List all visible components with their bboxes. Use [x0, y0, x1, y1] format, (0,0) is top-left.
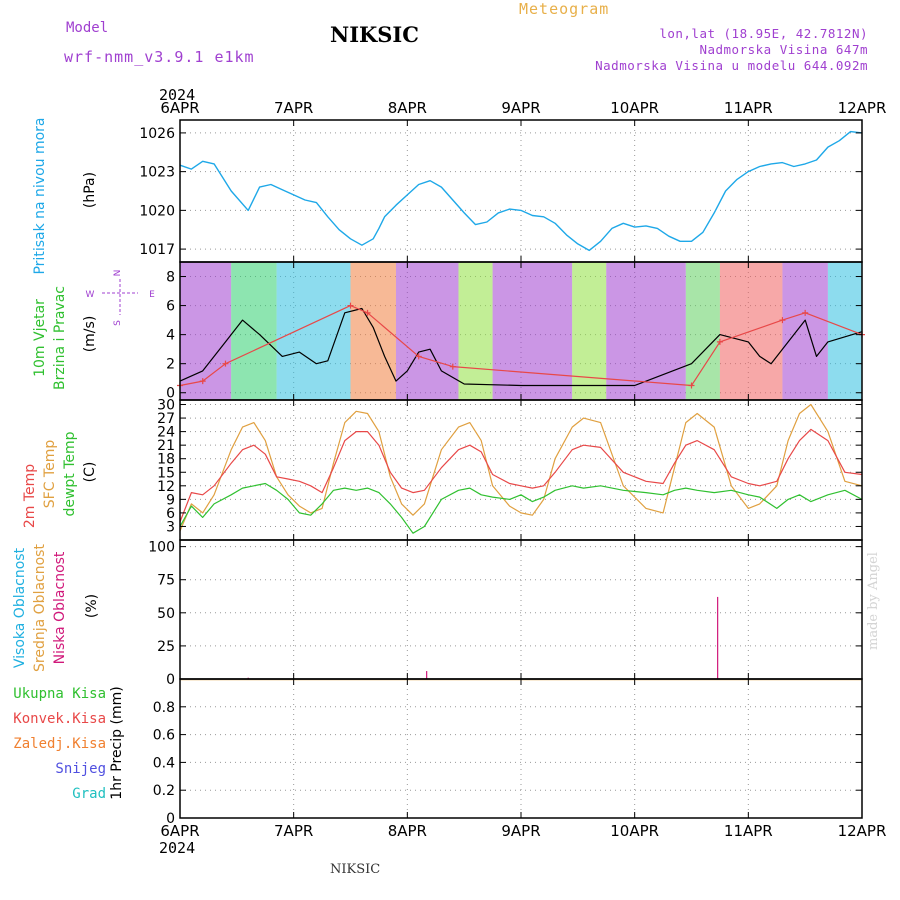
- y-tick-label: 75: [157, 573, 175, 589]
- altitude-text: Nadmorska Visina 647m: [699, 42, 868, 57]
- wind-field-band-11: [782, 262, 828, 400]
- y-tick-label: 0: [166, 672, 175, 688]
- model-run: wrf-nmm_v3.9.1 e1km: [64, 48, 255, 66]
- dewpt-temp-line: [179, 482, 863, 534]
- x-tick-label-bottom: 6APR: [160, 822, 199, 840]
- y-tick-label: 9: [166, 492, 175, 508]
- model-altitude-text: Nadmorska Visina u modelu 644.092m: [595, 58, 868, 73]
- wind-field-band-1: [231, 262, 277, 400]
- year-bottom: 2024: [159, 839, 196, 857]
- temp-2m-line: [179, 428, 863, 523]
- wind-field-band-4: [395, 262, 459, 400]
- wind-field-band-6: [492, 262, 573, 400]
- precip-legend-snow: Snijeg: [55, 761, 106, 777]
- x-tick-label-bottom: 8APR: [388, 822, 427, 840]
- model-label: Model: [66, 20, 109, 36]
- y-tick-label: 6: [166, 506, 175, 522]
- x-tick-label-bottom: 9APR: [501, 822, 540, 840]
- y-tick-label: 0: [166, 386, 175, 402]
- wind-field-band-12: [827, 262, 862, 400]
- y-tick-label: 1023: [139, 165, 175, 181]
- pressure-line: [179, 130, 863, 252]
- grid-layer: [179, 120, 863, 819]
- x-tick-label-top: 6APR: [160, 99, 199, 117]
- precip-legend-convective: Konvek.Kisa: [13, 711, 106, 727]
- x-tick-label-bottom: 7APR: [274, 822, 313, 840]
- compass-s-label: S: [113, 320, 123, 326]
- y-tick-label: 0.4: [153, 755, 175, 771]
- precip-legend-freezing: Zaledj.Kisa: [13, 736, 106, 752]
- precip-legend-total: Ukupna Kisa: [13, 686, 106, 702]
- y-tick-label: 18: [157, 452, 175, 468]
- wind-gust-line: [179, 305, 863, 387]
- y-tick-label: 15: [157, 465, 175, 481]
- tick-layer: 1017102010231026024683691215182124273002…: [139, 99, 886, 840]
- y-tick-label: 0.2: [153, 783, 175, 799]
- y-tick-label: 12: [157, 479, 175, 495]
- compass-n-label: N: [113, 270, 123, 277]
- frame-layer: [179, 119, 863, 819]
- y-tick-label: 50: [157, 606, 175, 622]
- station-title: NIKSIC: [330, 22, 419, 47]
- wind-field-band-8: [606, 262, 686, 400]
- x-tick-label-top: 11APR: [724, 99, 773, 117]
- x-tick-label-bottom: 11APR: [724, 822, 773, 840]
- meteogram-title: Meteogram: [519, 0, 610, 18]
- y-tick-label: 1017: [139, 242, 175, 258]
- y-tick-label: 8: [166, 270, 175, 286]
- y-tick-label: 0.8: [153, 700, 175, 716]
- precip-legend-hail: Grad: [72, 786, 106, 802]
- y-tick-label: 0: [166, 811, 175, 827]
- wind-gust-marker: [716, 338, 723, 345]
- y-tick-label: 24: [157, 425, 175, 441]
- y-tick-label: 1020: [139, 203, 175, 219]
- wind-field-band-9: [685, 262, 720, 400]
- y-tick-label: 2: [166, 357, 175, 373]
- y-tick-label: 3: [166, 519, 175, 535]
- x-tick-label-top: 10APR: [610, 99, 659, 117]
- sfc-temp-line: [179, 403, 863, 532]
- x-tick-label-top: 12APR: [838, 99, 887, 117]
- y-tick-label: 4: [166, 328, 175, 344]
- x-tick-label-top: 9APR: [501, 99, 540, 117]
- compass-e-label: E: [149, 290, 155, 300]
- wind-gust-marker: [415, 353, 422, 360]
- data-layer: [177, 130, 865, 681]
- y-tick-label: 1026: [139, 126, 175, 142]
- wind-field-band-5: [458, 262, 493, 400]
- wind-gust-marker: [364, 309, 371, 316]
- wind-field-band-7: [572, 262, 607, 400]
- y-tick-label: 25: [157, 639, 175, 655]
- x-tick-label-top: 7APR: [274, 99, 313, 117]
- wind-gust-marker: [688, 382, 695, 389]
- wind-gust-marker: [347, 302, 354, 309]
- x-tick-label-bottom: 12APR: [838, 822, 887, 840]
- wind-gust-marker: [449, 363, 456, 370]
- wind-field-band-2: [276, 262, 351, 400]
- wind-gust-marker: [199, 378, 206, 385]
- y-tick-label: 27: [157, 411, 175, 427]
- lonlat-text: lon,lat (18.95E, 42.7812N): [659, 26, 868, 41]
- year-top: 2024: [159, 86, 196, 104]
- y-tick-label: 100: [148, 540, 175, 556]
- y-tick-label: 6: [166, 299, 175, 315]
- y-tick-label: 0.6: [153, 728, 175, 744]
- panel-frame-4: [179, 678, 863, 819]
- footer-station: NIKSIC: [330, 862, 381, 877]
- x-tick-label-top: 8APR: [388, 99, 427, 117]
- wind-gust-marker: [779, 317, 786, 324]
- wind-gust-marker: [802, 309, 809, 316]
- y-tick-label: 21: [157, 438, 175, 454]
- wind-speed-line: [179, 307, 863, 387]
- y-tick-label: 30: [157, 398, 175, 414]
- compass-w-label: W: [86, 290, 95, 300]
- wind-gust-marker: [222, 360, 229, 367]
- x-tick-label-bottom: 10APR: [610, 822, 659, 840]
- wind-compass: N S W E: [86, 270, 156, 326]
